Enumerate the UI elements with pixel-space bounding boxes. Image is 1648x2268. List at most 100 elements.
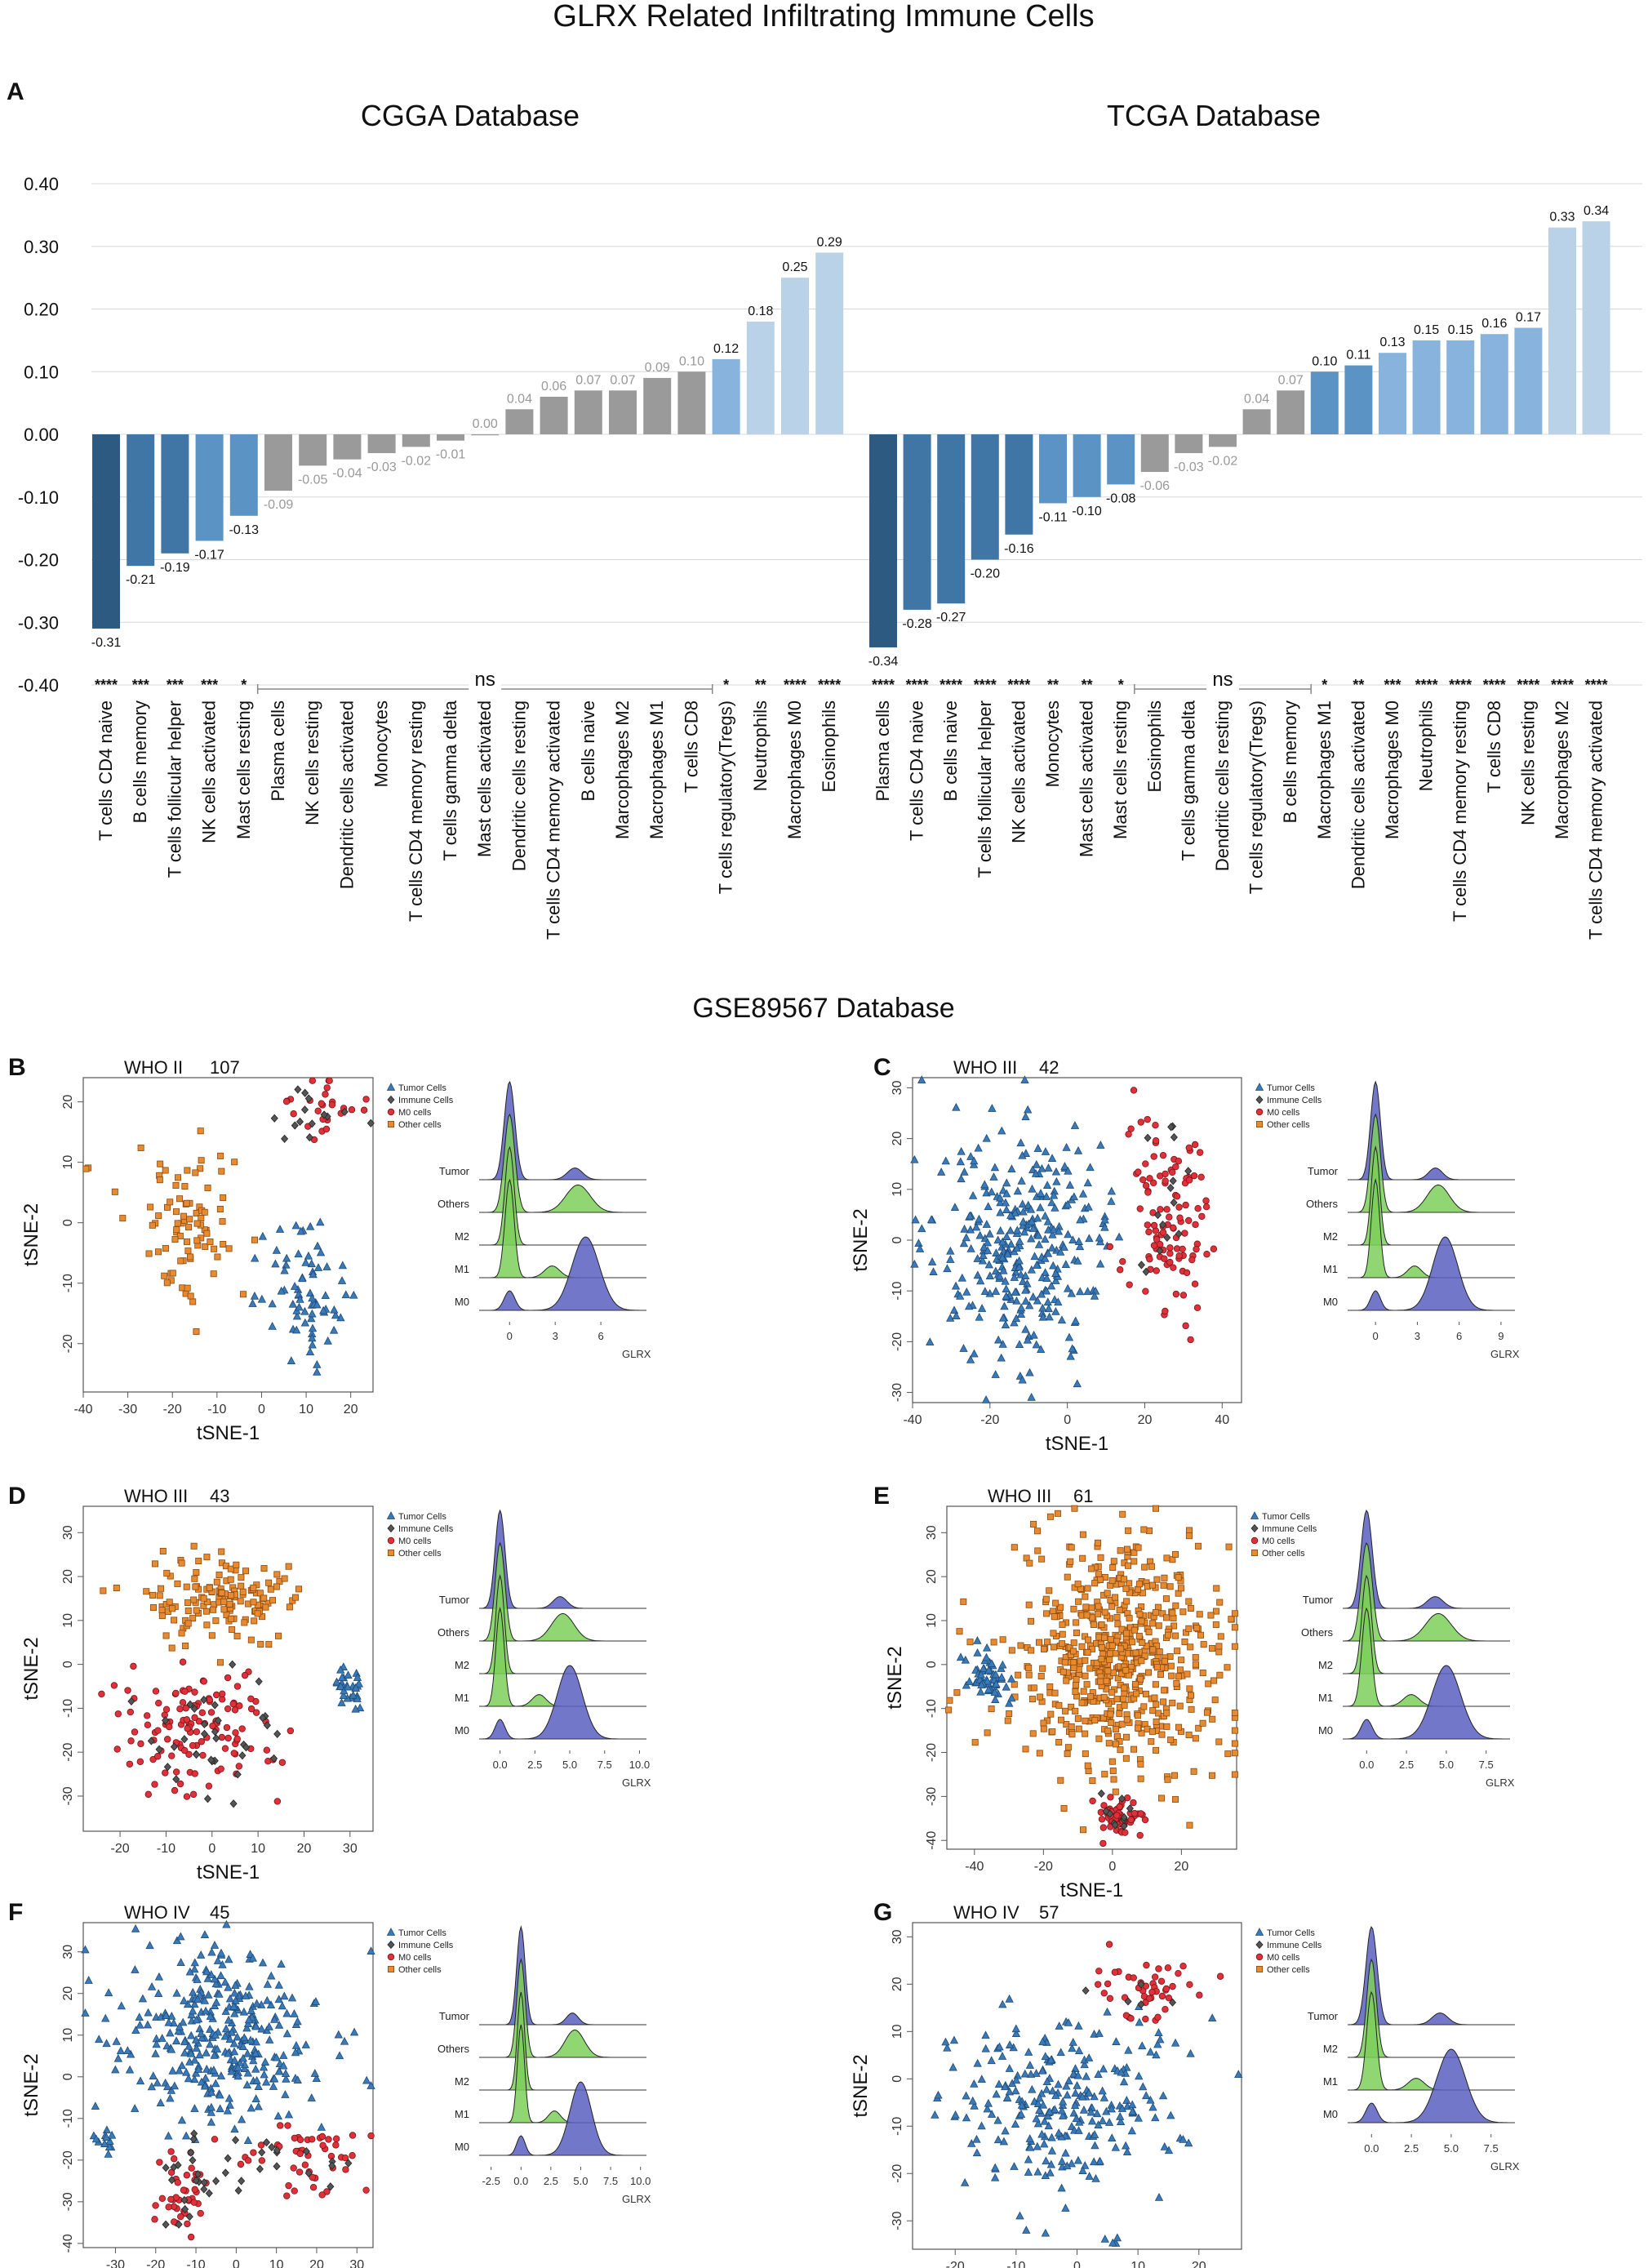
other-point <box>1177 1585 1184 1592</box>
tumor-point <box>1032 1159 1041 1168</box>
tumor-point <box>1005 2040 1015 2048</box>
other-point <box>1132 1680 1139 1688</box>
m0-point <box>1151 1973 1159 1981</box>
bar <box>1344 365 1373 434</box>
immune-point <box>200 1695 208 1705</box>
immune-point <box>232 2136 240 2145</box>
other-point <box>257 1640 264 1648</box>
x-tick-label: -10 <box>207 1403 226 1416</box>
other-point <box>181 1183 189 1190</box>
y-tick-label: 10 <box>891 2024 904 2039</box>
density-row-label: M1 <box>455 1692 469 1704</box>
tumor-point <box>291 2048 300 2057</box>
other-point <box>1067 1558 1074 1565</box>
tumor-point <box>181 2131 191 2140</box>
significance-label: **** <box>906 677 929 693</box>
bar-value-label: 0.25 <box>782 260 807 274</box>
immune-point <box>229 1660 237 1669</box>
y-axis-label: tSNE-2 <box>20 1203 42 1266</box>
bar <box>471 434 500 436</box>
m0-point <box>193 1728 201 1736</box>
tumor-point <box>237 2115 247 2123</box>
tumor-point <box>1184 2138 1193 2147</box>
tumor-point <box>1018 1199 1027 1208</box>
tumor-point <box>292 1311 302 1320</box>
other-point <box>1215 1738 1223 1745</box>
other-point <box>220 1241 227 1248</box>
density-x-tick-label: 10.0 <box>630 2175 651 2187</box>
tumor-point <box>910 1259 919 1268</box>
tumor-point <box>1002 1178 1011 1187</box>
other-point <box>149 1591 157 1599</box>
tumor-point <box>993 1235 1002 1244</box>
y-tick-label: -30 <box>61 1786 75 1805</box>
other-point <box>1207 1612 1215 1619</box>
other-point <box>172 1208 180 1216</box>
m0-point <box>127 1737 135 1745</box>
tumor-point <box>1139 2082 1148 2091</box>
y-tick-label: -0.10 <box>18 487 59 508</box>
immune-point <box>155 1745 163 1754</box>
other-point <box>1175 1574 1182 1581</box>
tumor-point <box>313 1359 322 1368</box>
other-point <box>1084 1762 1091 1769</box>
density-row-label: M0 <box>455 1724 469 1737</box>
category-label: Mast cells resting <box>1110 700 1131 839</box>
m0-point <box>247 1695 255 1703</box>
other-point <box>1176 1666 1184 1674</box>
category-label: T cells CD4 memory resting <box>406 700 426 922</box>
other-point <box>1131 1626 1138 1634</box>
tumor-point <box>1015 1262 1024 1271</box>
other-point <box>1144 1669 1152 1676</box>
immune-point <box>258 2148 266 2157</box>
tumor-point <box>995 2042 1004 2051</box>
other-point <box>82 1165 90 1172</box>
other-point <box>1215 1648 1223 1656</box>
y-tick-label: 20 <box>925 1569 939 1584</box>
other-point <box>1052 1599 1059 1607</box>
tumor-point <box>282 2008 291 2017</box>
other-point <box>1025 1671 1033 1679</box>
tumor-point <box>1107 1197 1116 1205</box>
immune-point <box>238 2177 246 2186</box>
other-point <box>269 1597 276 1604</box>
immune-point <box>1117 1794 1126 1803</box>
tumor-point <box>1069 2108 1078 2117</box>
other-point <box>1103 1678 1110 1685</box>
other-point <box>1117 1645 1125 1652</box>
bar-value-label: 0.13 <box>1379 336 1405 349</box>
tumor-point <box>1028 1224 1038 1232</box>
tumor-point <box>1022 2226 1031 2234</box>
other-point <box>1224 1664 1231 1671</box>
tumor-point <box>1063 1283 1073 1292</box>
tumor-point <box>976 1687 985 1696</box>
m0-point <box>183 1716 191 1723</box>
immune-point <box>263 1721 271 1730</box>
other-point <box>1153 1701 1160 1708</box>
m0-point <box>1166 1213 1173 1221</box>
bar <box>869 434 897 647</box>
tumor-point <box>1020 1075 1029 1084</box>
density-x-axis-label: GLRX <box>622 1348 651 1360</box>
panel-label: F <box>8 1899 23 1926</box>
other-point <box>971 1739 979 1746</box>
m0-point <box>229 1700 237 1708</box>
tumor-point <box>1051 1203 1059 1212</box>
tumor-point <box>386 1511 396 1519</box>
m0-point <box>232 1729 239 1737</box>
other-point <box>1185 1532 1193 1540</box>
tumor-point <box>1073 1379 1082 1388</box>
other-point <box>1140 1526 1148 1533</box>
tumor-point <box>248 1299 257 1307</box>
tumor-point <box>271 1259 280 1268</box>
tumor-point <box>982 1652 991 1661</box>
immune-point <box>1102 1807 1110 1816</box>
other-point <box>184 1247 192 1255</box>
tumor-point <box>334 2030 343 2039</box>
category-label: T cells regulatory(Tregs) <box>1246 700 1267 894</box>
density-row-label: Tumor <box>439 2010 470 2022</box>
bar <box>1548 227 1576 434</box>
other-point <box>1073 1619 1080 1626</box>
tumor-point <box>1021 1112 1030 1121</box>
bar <box>127 434 155 567</box>
